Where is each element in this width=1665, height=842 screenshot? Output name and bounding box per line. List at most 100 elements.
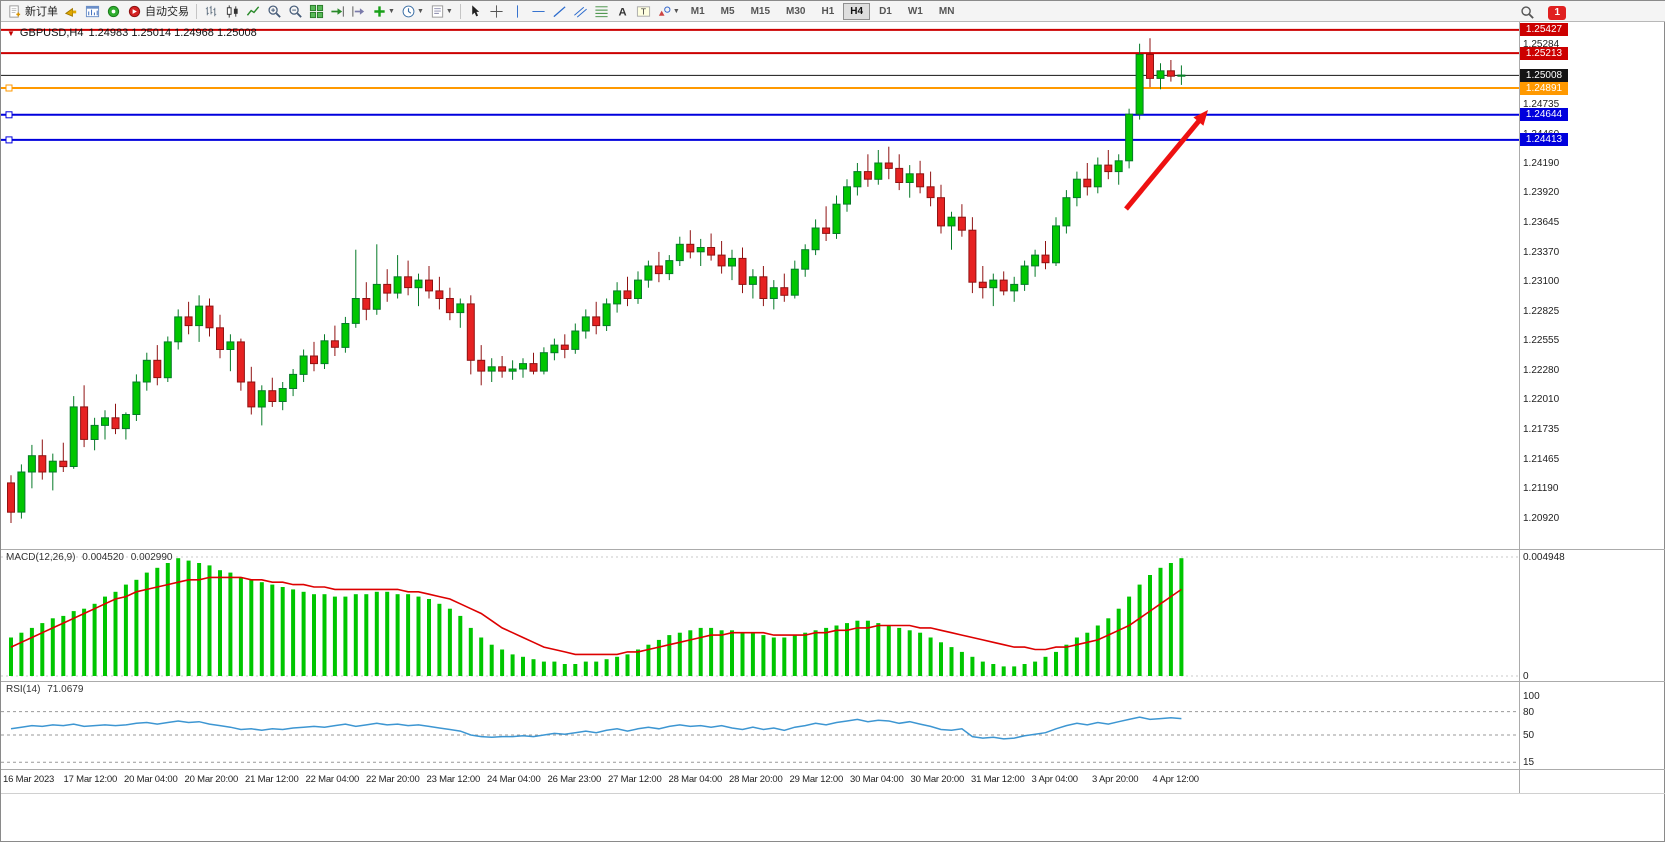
timeframe-m1-button[interactable]: M1	[690, 5, 705, 17]
price-chart-canvas[interactable]	[1, 22, 1519, 549]
macd-histogram-bar	[322, 594, 327, 676]
alerts-button[interactable]	[61, 2, 82, 21]
macd-histogram-bar	[437, 603, 442, 676]
macd-histogram-bar	[1179, 558, 1184, 676]
price-axis-label: 1.22555	[1523, 335, 1560, 346]
toolbar-buttons: 新订单 自动交易 ▼ ▼ ▼ A T ▼	[4, 1, 683, 21]
timeframe-h4-button[interactable]: H4	[843, 2, 871, 20]
clock-icon	[402, 5, 415, 17]
zoom-in-button[interactable]	[264, 2, 285, 21]
macd-histogram-bar	[792, 635, 797, 676]
indicators-button[interactable]: ▼	[369, 2, 398, 21]
rsi-value: 71.0679	[47, 684, 84, 695]
macd-histogram-bar	[291, 589, 296, 676]
macd-histogram-bar	[688, 630, 693, 676]
macd-axis-label: 0.004948	[1523, 552, 1565, 563]
auto-scroll-button[interactable]	[327, 2, 348, 21]
zoom-in-icon	[268, 4, 281, 18]
fibonacci-button[interactable]	[591, 2, 612, 21]
time-axis-label: 28 Mar 20:00	[729, 774, 783, 785]
macd-histogram-bar	[583, 661, 588, 676]
macd-histogram-bar	[636, 649, 640, 676]
price-axis-label: 1.23370	[1523, 247, 1560, 258]
equidistant-channel-button[interactable]	[570, 2, 591, 21]
time-axis-label: 28 Mar 04:00	[668, 774, 723, 785]
symbol-icon: ▼	[7, 28, 15, 38]
timeframe-h1-button[interactable]: H1	[821, 5, 835, 17]
macd-histogram-bar	[730, 630, 734, 676]
time-axis-label: 21 Mar 12:00	[245, 774, 299, 785]
vertical-line-button[interactable]	[507, 2, 528, 21]
macd-histogram-bar	[374, 591, 379, 676]
search-button[interactable]	[1517, 3, 1538, 22]
trendline-button[interactable]	[549, 2, 570, 21]
crosshair-button[interactable]	[486, 2, 507, 21]
line-chart-mode-button[interactable]	[243, 2, 264, 21]
market-watch-button[interactable]	[82, 2, 103, 21]
rsi-chart-canvas[interactable]	[1, 682, 1519, 769]
macd-histogram-bar	[207, 565, 212, 676]
macd-histogram-bar	[865, 620, 870, 676]
timeframe-mn-button[interactable]: MN	[938, 5, 955, 17]
price-axis-label: 1.21190	[1523, 483, 1559, 494]
timeframe-m15-button[interactable]: M15	[750, 5, 771, 17]
macd-histogram-bar	[531, 659, 536, 676]
candlestick-mode-button[interactable]	[222, 2, 243, 21]
new-order-button[interactable]: 新订单	[4, 2, 61, 21]
macd-histogram-bar	[144, 572, 149, 676]
timeframe-d1-button[interactable]: D1	[879, 5, 892, 17]
price-axis-label: 1.20920	[1523, 513, 1560, 524]
templates-button[interactable]: ▼	[427, 2, 456, 21]
macd-histogram-bar	[813, 630, 818, 676]
macd-histogram-bar	[343, 596, 348, 676]
macd-histogram-bar	[740, 632, 745, 676]
price-axis-label: 1.23645	[1523, 217, 1560, 228]
macd-histogram-bar	[1095, 625, 1100, 676]
macd-histogram-bar	[907, 630, 912, 676]
zoom-out-button[interactable]	[285, 2, 306, 21]
time-axis-label: 29 Mar 12:00	[789, 774, 844, 785]
toolbar-right: 1	[1517, 3, 1566, 22]
text-label-button[interactable]: T	[633, 2, 654, 21]
bar-chart-mode-button[interactable]	[201, 2, 222, 21]
toolbar-button-label: 新订单	[25, 6, 58, 18]
rsi-axis-label: 50	[1523, 730, 1535, 741]
macd-histogram-bar	[427, 599, 431, 676]
crosshair-icon	[490, 4, 503, 18]
macd-histogram-bar	[270, 584, 275, 676]
macd-histogram-bar	[280, 587, 285, 676]
timeframe-m30-button[interactable]: M30	[786, 5, 806, 17]
line-handle[interactable]	[5, 111, 13, 119]
tile-windows-button[interactable]	[306, 2, 327, 21]
notification-badge[interactable]: 1	[1548, 5, 1566, 20]
chart-shift-button[interactable]	[348, 2, 369, 21]
macd-histogram-bar	[29, 627, 34, 676]
timeframe-w1-button[interactable]: W1	[907, 5, 923, 17]
arrows-button[interactable]: ▼	[654, 2, 683, 21]
macd-histogram-bar	[228, 572, 233, 676]
auto-trading-button[interactable]: 自动交易	[124, 2, 192, 21]
macd-histogram-bar	[750, 632, 755, 676]
main-toolbar: 新订单 自动交易 ▼ ▼ ▼ A T ▼ M1 M5 M15 M30 H1 H4 D1 W1 MN 1	[1, 1, 1665, 22]
macd-histogram-bar	[103, 596, 107, 676]
line-handle[interactable]	[5, 84, 13, 92]
macd-histogram-bar	[165, 563, 170, 676]
macd-main-value: 0.004520	[82, 552, 124, 563]
macd-chart-canvas[interactable]	[1, 550, 1519, 681]
time-axis-label: 22 Mar 20:00	[366, 774, 420, 785]
line-handle[interactable]	[5, 136, 13, 144]
trend-arrow-annotation[interactable]	[1124, 115, 1205, 211]
periods-button[interactable]: ▼	[398, 2, 427, 21]
macd-histogram-bar	[134, 579, 139, 676]
navigator-button[interactable]	[103, 2, 124, 21]
fibo-icon	[595, 5, 608, 17]
text-button[interactable]: A	[612, 2, 633, 21]
timeframe-m5-button[interactable]: M5	[720, 5, 735, 17]
time-axis-label: 3 Apr 20:00	[1092, 774, 1139, 785]
macd-histogram-bar	[82, 608, 87, 676]
macd-histogram-bar	[918, 632, 923, 676]
horizontal-line-button[interactable]	[528, 2, 549, 21]
cursor-button[interactable]	[465, 2, 486, 21]
macd-histogram-bar	[834, 625, 839, 676]
